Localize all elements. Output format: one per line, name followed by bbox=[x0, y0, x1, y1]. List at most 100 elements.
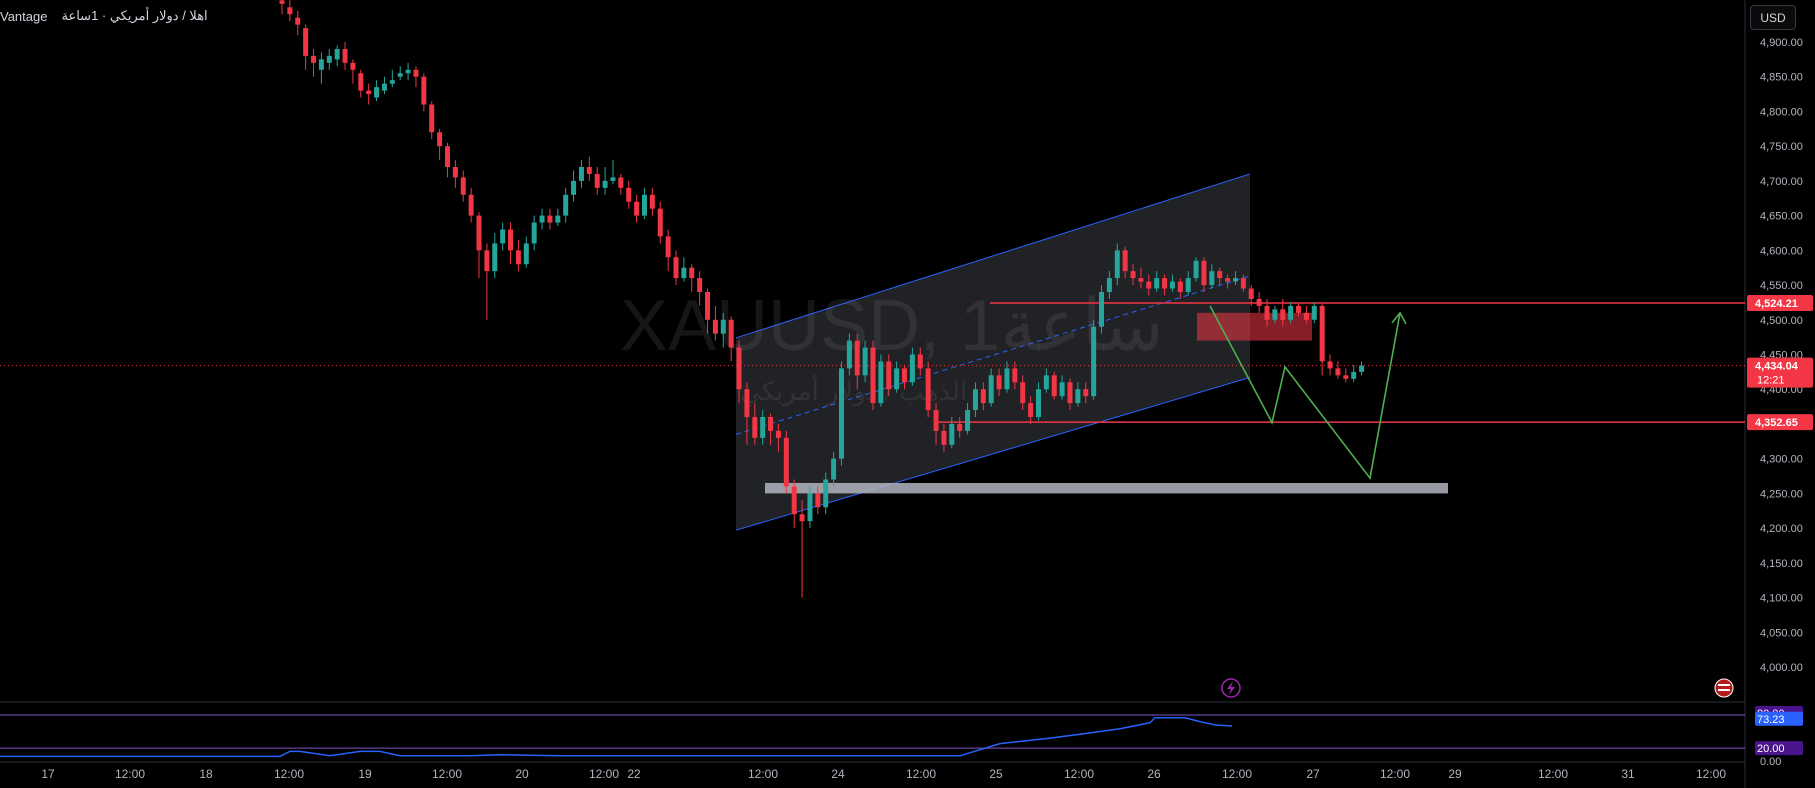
channel-lower-line[interactable] bbox=[735, 376, 1251, 531]
candle-body bbox=[705, 292, 711, 320]
candle-body bbox=[1114, 250, 1120, 279]
price-tick-label: 4,150.00 bbox=[1760, 558, 1803, 570]
candle-body bbox=[1303, 312, 1309, 320]
candle-body bbox=[681, 267, 687, 279]
event-lightning-icon[interactable] bbox=[1221, 678, 1241, 698]
candle-body bbox=[949, 423, 955, 445]
candle-body bbox=[1248, 288, 1254, 299]
price-tick-label: 4,800.00 bbox=[1760, 106, 1803, 118]
flag-stripe bbox=[1718, 689, 1730, 691]
support-zone[interactable] bbox=[765, 482, 1448, 494]
price-tag-label: 4,434.04 bbox=[1755, 361, 1799, 373]
candle-body bbox=[397, 73, 403, 77]
candle-body bbox=[358, 73, 364, 91]
time-tick-label: 24 bbox=[831, 767, 845, 781]
candle-body bbox=[1035, 389, 1041, 417]
symbol-title: اهلا / دولار أمريكي · 1ساعة bbox=[61, 8, 208, 23]
candle-body bbox=[1083, 389, 1089, 397]
candle-body bbox=[1185, 278, 1191, 292]
candle-body bbox=[374, 87, 380, 98]
candle-body bbox=[1059, 382, 1065, 397]
price-tag-label: 4,352.65 bbox=[1755, 417, 1798, 429]
candle-body bbox=[578, 167, 584, 181]
candle-body bbox=[902, 368, 908, 383]
candle-body bbox=[1335, 368, 1341, 376]
resistance-zone[interactable] bbox=[1197, 312, 1312, 341]
candle-body bbox=[429, 104, 435, 133]
price-tick-label: 4,050.00 bbox=[1760, 627, 1803, 639]
channel-fill bbox=[736, 173, 1250, 531]
candle-body bbox=[279, 0, 285, 4]
candle-body bbox=[1177, 281, 1183, 292]
candle-body bbox=[689, 267, 695, 279]
candle-body bbox=[980, 389, 986, 404]
candle-body bbox=[1106, 278, 1112, 292]
broker-label: Vantage bbox=[0, 8, 48, 24]
candle-body bbox=[492, 243, 498, 272]
watermark-symbol: XAUUSD, 1ساعة bbox=[620, 286, 1164, 366]
candle-body bbox=[1240, 278, 1246, 289]
time-tick-label: 22 bbox=[627, 767, 641, 781]
candle-body bbox=[1296, 305, 1302, 313]
candle-body bbox=[634, 201, 640, 216]
price-tick-label: 4,850.00 bbox=[1760, 72, 1803, 84]
time-tick-label: 26 bbox=[1147, 767, 1161, 781]
price-tick-label: 4,900.00 bbox=[1760, 37, 1803, 49]
time-tick-label: 12:00 bbox=[274, 767, 304, 781]
candle-body bbox=[571, 180, 577, 195]
candle-body bbox=[712, 319, 718, 334]
candle-body bbox=[295, 17, 301, 25]
candle-body bbox=[1099, 292, 1105, 327]
candle-body bbox=[1146, 281, 1152, 289]
rsi-bottom-label: 0.00 bbox=[1760, 756, 1781, 768]
candle-body bbox=[626, 187, 632, 202]
candle-body bbox=[531, 222, 537, 244]
candle-body bbox=[799, 514, 805, 522]
candle-body bbox=[1091, 326, 1097, 397]
rsi-value-tag bbox=[1755, 711, 1803, 726]
candle-body bbox=[602, 180, 608, 188]
channel-upper-line[interactable] bbox=[735, 173, 1251, 339]
candle-body bbox=[1359, 365, 1365, 372]
candle-body bbox=[1051, 375, 1057, 397]
candle-body bbox=[894, 368, 900, 390]
candle-body bbox=[697, 278, 703, 292]
candle-body bbox=[468, 194, 474, 216]
time-tick-label: 12:00 bbox=[115, 767, 145, 781]
rsi-line[interactable] bbox=[0, 717, 1233, 758]
chart-header: Vantage اهلا / دولار أمريكي · 1ساعة bbox=[0, 8, 208, 24]
candle-body bbox=[381, 83, 387, 91]
candle-body bbox=[539, 215, 545, 223]
candle-body bbox=[334, 48, 340, 60]
time-tick-label: 17 bbox=[41, 767, 55, 781]
candle-body bbox=[641, 194, 647, 216]
candle-body bbox=[515, 250, 521, 265]
candle-body bbox=[909, 354, 915, 383]
candle-body bbox=[303, 28, 309, 56]
candle-body bbox=[287, 7, 293, 15]
candle-body bbox=[452, 167, 458, 178]
projection-path[interactable] bbox=[1209, 305, 1401, 481]
candle-body bbox=[1012, 368, 1018, 383]
candle-body bbox=[318, 59, 324, 70]
candle-body bbox=[1130, 271, 1136, 279]
time-tick-label: 12:00 bbox=[1538, 767, 1568, 781]
time-tick-label: 25 bbox=[989, 767, 1003, 781]
candle-body bbox=[610, 177, 616, 181]
time-tick-label: 12:00 bbox=[1696, 767, 1726, 781]
price-tag bbox=[1747, 294, 1813, 311]
us-flag-icon[interactable] bbox=[1714, 678, 1734, 698]
candle-body bbox=[1122, 250, 1128, 272]
time-tick-label: 12:00 bbox=[1380, 767, 1410, 781]
candle-body bbox=[1169, 281, 1175, 289]
price-tick-label: 4,250.00 bbox=[1760, 488, 1803, 500]
candle-body bbox=[736, 347, 742, 390]
candle-body bbox=[1217, 271, 1223, 279]
currency-button[interactable]: USD bbox=[1750, 5, 1796, 30]
price-tick-label: 4,550.00 bbox=[1760, 280, 1803, 292]
candle-body bbox=[760, 417, 766, 438]
candle-body bbox=[783, 437, 789, 487]
rsi-level-20-label: 20.00 bbox=[1757, 743, 1785, 755]
price-axis[interactable] bbox=[1745, 0, 1815, 788]
